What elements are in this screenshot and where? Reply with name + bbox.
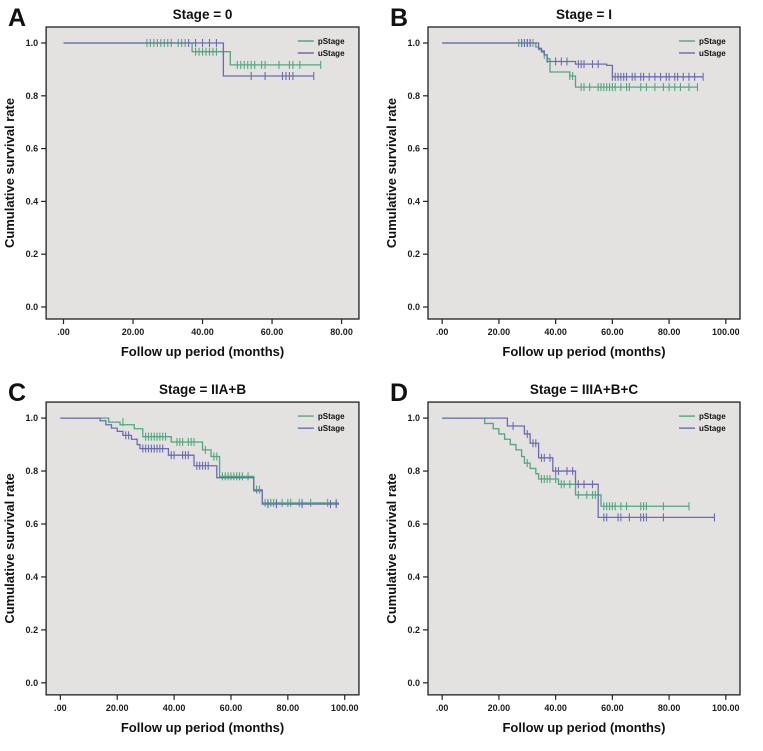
panel-letter: A <box>8 4 26 32</box>
y-tick-label: 0.6 <box>407 144 420 154</box>
x-tick-label: 40.00 <box>544 327 567 337</box>
x-tick-label: 60.00 <box>261 327 284 337</box>
x-axis-title: Follow up period (months) <box>121 720 284 735</box>
y-tick-label: 0.4 <box>26 572 39 582</box>
x-tick-label: .00 <box>57 327 70 337</box>
x-tick-label: 60.00 <box>601 327 624 337</box>
panel-c-chart: C Stage = IIA+B 0.0 0.2 0.4 0.6 0.8 1.0 .00 20.00… <box>2 379 360 735</box>
legend-label-pstage: pStage <box>318 412 345 421</box>
panel-a-chart: A Stage = 0 0.0 0.2 0.4 0.6 0.8 1.0 .00 20.00 40.0… <box>2 4 360 359</box>
x-axis-title: Follow up period (months) <box>502 344 665 359</box>
x-tick-label: 80.00 <box>330 327 353 337</box>
y-tick-label: 0.4 <box>407 196 420 206</box>
y-tick-label: 0.2 <box>408 625 420 635</box>
legend-label-ustage: uStage <box>318 424 345 433</box>
y-tick-label: 0.6 <box>26 144 39 154</box>
x-axis-title: Follow up period (months) <box>503 720 666 735</box>
legend-label-pstage: pStage <box>699 37 726 46</box>
y-tick-label: 0.6 <box>408 519 420 529</box>
x-axis-title: Follow up period (months) <box>121 344 284 359</box>
x-tick-label: 60.00 <box>220 703 243 713</box>
panel-letter: B <box>390 4 408 32</box>
y-axis-title: Cumulative survival rate <box>384 98 399 248</box>
x-tick-label: 80.00 <box>277 703 300 713</box>
y-tick-label: 0.8 <box>407 91 420 101</box>
ustage-curve <box>442 417 715 519</box>
ustage-censor-marks <box>125 431 337 509</box>
x-tick-label: 60.00 <box>601 703 624 713</box>
x-tick-label: 80.00 <box>658 703 681 713</box>
panel-letter: D <box>390 379 408 407</box>
x-tick-label: 20.00 <box>106 703 129 713</box>
y-tick-label: 0.6 <box>26 519 39 529</box>
x-tick-label: 80.00 <box>658 327 681 337</box>
ustage-censor-marks <box>512 422 716 522</box>
ustage-curve <box>442 42 704 78</box>
x-tick-label: 20.00 <box>488 327 511 337</box>
y-tick-label: 0.2 <box>26 249 39 259</box>
panel-a: A Stage = 0 0.0 0.2 0.4 0.6 0.8 1.0 .00 20.00 40.0… <box>0 0 382 375</box>
plot-area <box>427 26 741 320</box>
ustage-curve <box>60 417 339 505</box>
y-tick-label: 0.0 <box>26 678 39 688</box>
x-tick-label: 20.00 <box>122 327 145 337</box>
y-tick-label: 0.8 <box>26 466 39 476</box>
x-tick-label: 40.00 <box>544 703 567 713</box>
y-tick-label: 0.8 <box>408 466 420 476</box>
x-tick-label: 20.00 <box>488 703 511 713</box>
plot-area <box>45 401 360 696</box>
legend-label-ustage: uStage <box>699 49 726 58</box>
x-tick-label: .00 <box>436 327 449 337</box>
ustage-curve <box>63 42 314 77</box>
y-tick-label: 0.0 <box>407 302 420 312</box>
x-tick-label: 100.00 <box>712 327 740 337</box>
y-tick-label: 0.0 <box>26 302 39 312</box>
legend-label-pstage: pStage <box>318 37 345 46</box>
x-tick-label: 100.00 <box>712 703 739 713</box>
ustage-censor-marks <box>521 39 704 81</box>
y-axis-title: Cumulative survival rate <box>384 473 399 623</box>
panel-d: D Stage = IIIA+B+C 0.0 0.2 0.4 0.6 0.8 1.0 .00 20… <box>382 375 763 751</box>
legend-label-ustage: uStage <box>699 424 726 433</box>
panel-b-chart: B Stage = I 0.0 0.2 0.4 0.6 0.8 1.0 .00 20.00 40.0… <box>384 4 741 359</box>
panel-b: B Stage = I 0.0 0.2 0.4 0.6 0.8 1.0 .00 20.00 40.0… <box>382 0 763 375</box>
y-axis-title: Cumulative survival rate <box>2 473 17 623</box>
panel-letter: C <box>8 379 26 407</box>
x-tick-label: .00 <box>54 703 67 713</box>
panel-d-chart: D Stage = IIIA+B+C 0.0 0.2 0.4 0.6 0.8 1.0 .00 20… <box>384 379 741 735</box>
panel-title: Stage = IIIA+B+C <box>530 382 639 397</box>
x-tick-label: .00 <box>436 703 448 713</box>
plot-area <box>45 26 360 320</box>
y-tick-label: 0.8 <box>26 91 39 101</box>
y-tick-label: 1.0 <box>407 38 420 48</box>
y-tick-label: 1.0 <box>408 413 420 423</box>
panel-title: Stage = I <box>556 7 612 22</box>
x-tick-label: 40.00 <box>191 327 214 337</box>
y-tick-label: 0.2 <box>407 249 420 259</box>
y-tick-label: 1.0 <box>26 413 39 423</box>
y-axis-title: Cumulative survival rate <box>2 98 17 248</box>
plot-area <box>427 401 741 696</box>
x-tick-label: 40.00 <box>163 703 186 713</box>
panel-title: Stage = IIA+B <box>159 382 246 397</box>
pstage-censor-marks <box>526 459 690 511</box>
x-tick-label: 100.00 <box>331 703 359 713</box>
panel-c: C Stage = IIA+B 0.0 0.2 0.4 0.6 0.8 1.0 .00 20.00… <box>0 375 382 751</box>
legend-label-ustage: uStage <box>318 49 345 58</box>
y-tick-label: 0.0 <box>408 678 420 688</box>
y-tick-label: 0.4 <box>26 196 39 206</box>
y-tick-label: 0.2 <box>26 625 39 635</box>
y-tick-label: 0.4 <box>408 572 420 582</box>
legend-label-pstage: pStage <box>699 412 726 421</box>
y-tick-label: 1.0 <box>26 38 39 48</box>
panel-title: Stage = 0 <box>173 7 233 22</box>
ustage-censor-marks <box>188 39 315 80</box>
